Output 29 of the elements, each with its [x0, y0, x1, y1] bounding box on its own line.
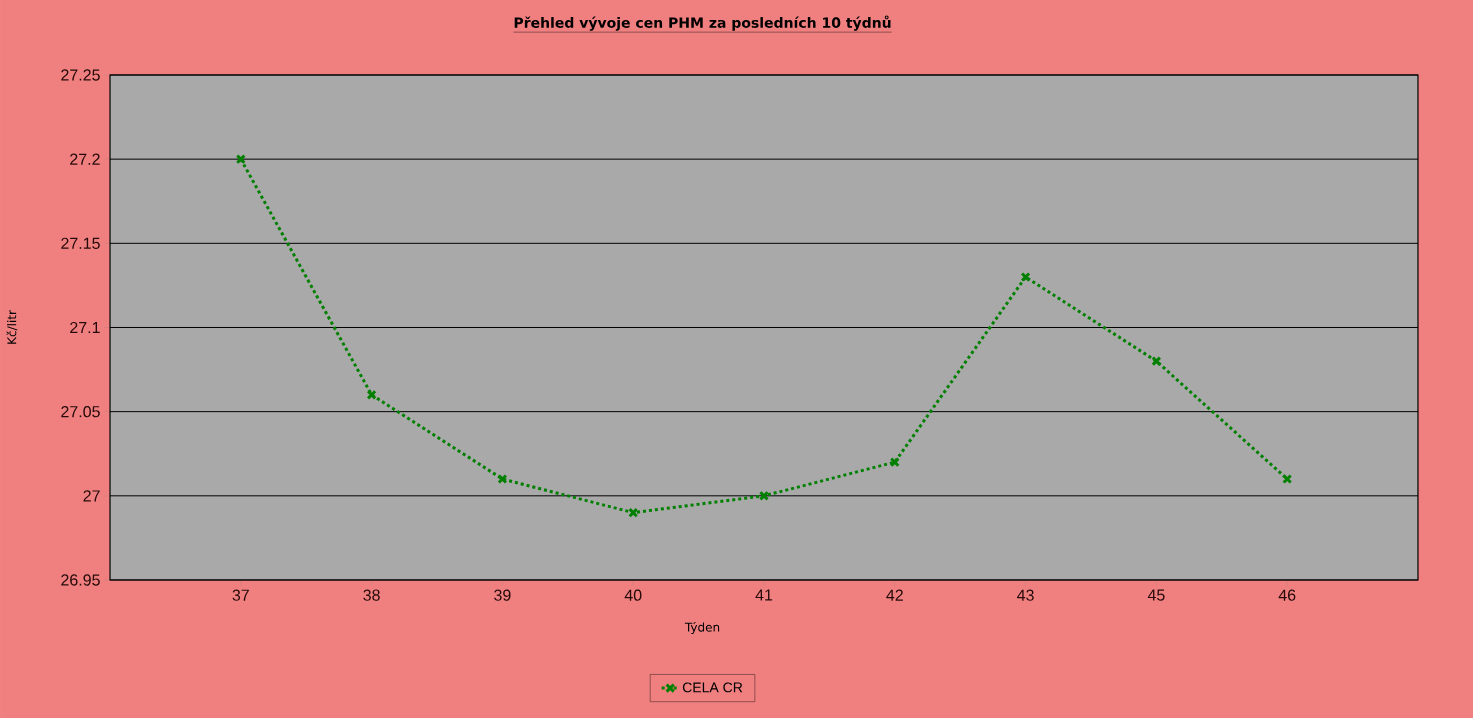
point [235, 154, 246, 165]
x-tick-label: 37 [232, 589, 249, 601]
y-tick-label: 27.1 [70, 321, 100, 334]
y-tick-label: 27 [83, 490, 100, 502]
y-tick-label: 27.15 [61, 237, 100, 249]
y-tick-label: 27.25 [61, 69, 100, 81]
point [628, 507, 639, 518]
x-tick-label: 40 [624, 589, 642, 601]
x-tick-label: 39 [494, 589, 511, 601]
point [889, 457, 900, 468]
x-tick-label: 41 [755, 589, 773, 601]
point [758, 490, 770, 501]
x-tick-label: 45 [1147, 589, 1165, 601]
point [366, 389, 377, 400]
chart-title: Přehled vývoje cen PHM za posledních 10 týdnů [514, 15, 891, 31]
legend-label: CELA CR [682, 682, 743, 693]
y-tick-label: 27.2 [70, 153, 100, 165]
point [1282, 473, 1293, 485]
x-tick-label: 46 [1278, 589, 1296, 601]
x-tick-label: 38 [363, 589, 380, 601]
y-axis-title: Kč/litr [6, 310, 18, 344]
point [1151, 356, 1162, 367]
x-axis-title: Týden [684, 621, 720, 635]
point [497, 473, 508, 485]
x-tick-label: 42 [886, 589, 903, 601]
y-tick-label: 27.05 [61, 405, 100, 418]
point [1020, 271, 1031, 283]
y-tick-label: 26.95 [61, 574, 100, 586]
x-tick-label: 43 [1017, 589, 1034, 601]
